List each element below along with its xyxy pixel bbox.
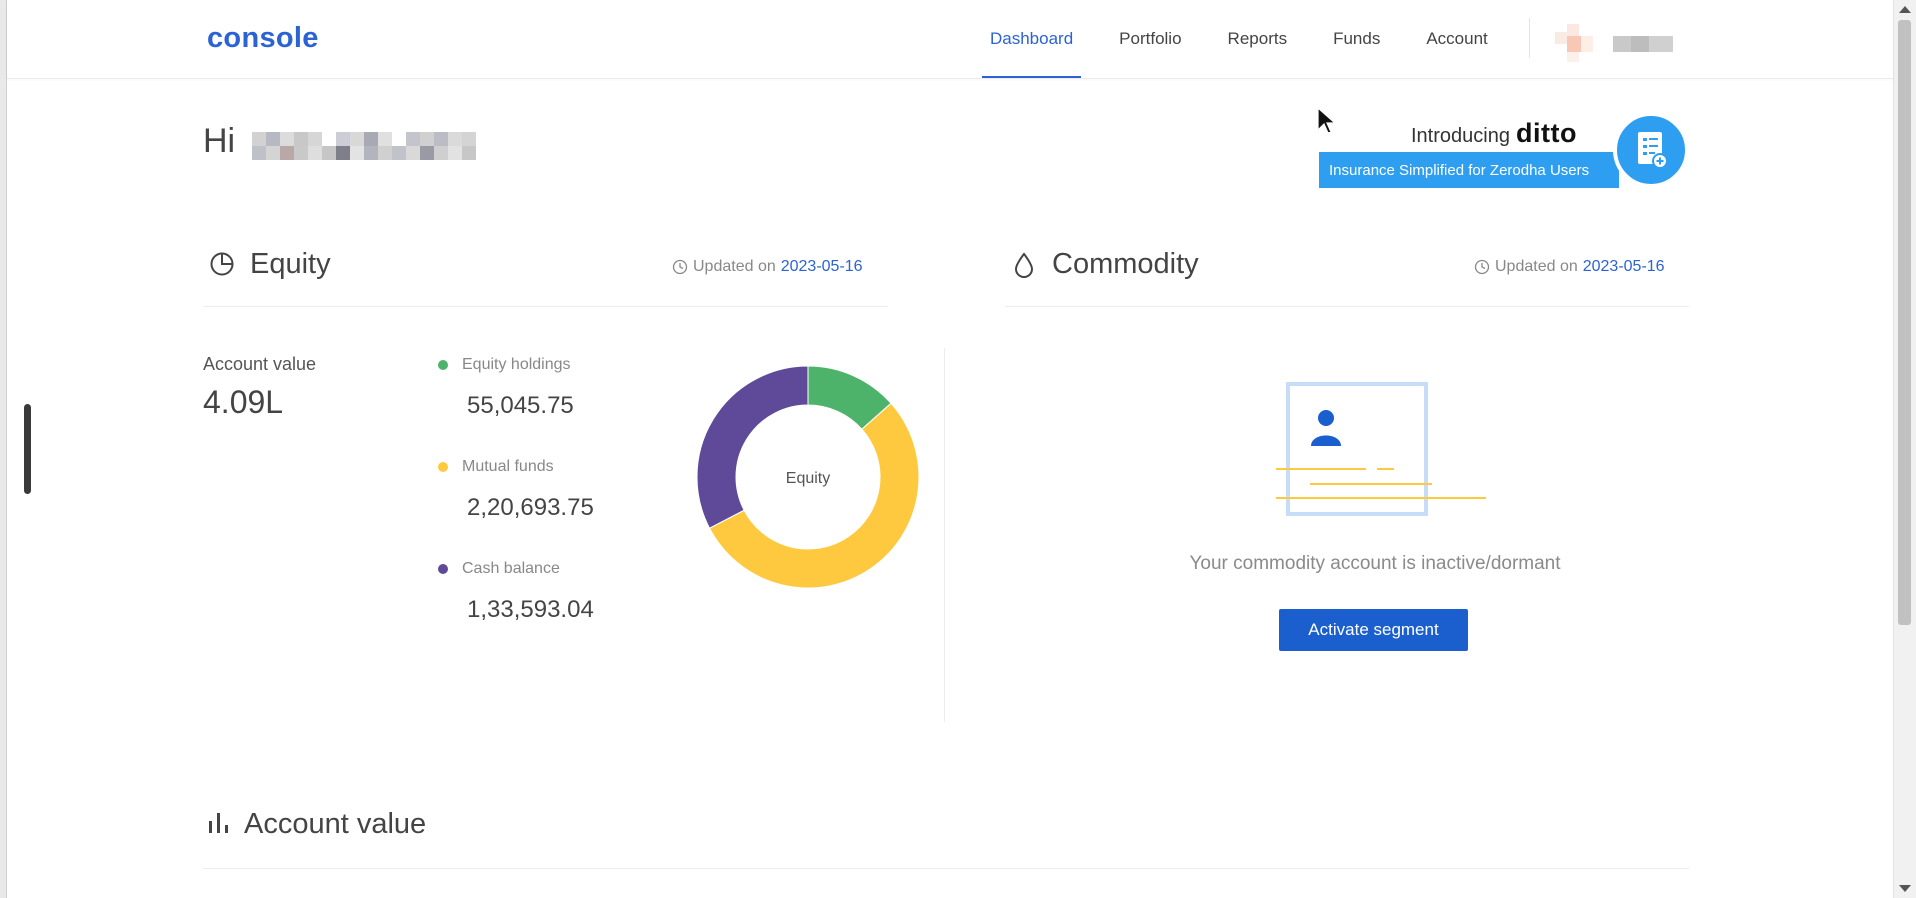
scroll-up-arrow-icon[interactable] [1899, 6, 1911, 13]
nav-portfolio[interactable]: Portfolio [1119, 29, 1182, 48]
legend-equity-holdings: Equity holdings 55,045.75 [438, 356, 574, 420]
equity-updated-date[interactable]: 2023-05-16 [780, 258, 863, 275]
legend-label: Mutual funds [462, 458, 554, 475]
commodity-updated: Updated on 2023-05-16 [1474, 258, 1665, 276]
legend-mutual-funds: Mutual funds 2,20,693.75 [438, 458, 594, 522]
user-name-redacted[interactable] [1613, 36, 1673, 52]
banner-intro-text: Introducing [1411, 125, 1510, 147]
activate-segment-button[interactable]: Activate segment [1279, 609, 1468, 651]
nav-reports[interactable]: Reports [1227, 29, 1288, 48]
donut-slice-cash-balance[interactable] [697, 366, 809, 529]
donut-center-label: Equity [786, 470, 830, 487]
inactive-account-illustration [1276, 382, 1486, 516]
pie-chart-icon [210, 252, 234, 276]
banner-tagline: Insurance Simplified for Zerodha Users [1319, 152, 1619, 188]
donut-slice-mutual-funds[interactable] [708, 402, 919, 588]
nav-dashboard[interactable]: Dashboard [982, 0, 1082, 78]
user-avatar[interactable] [1555, 24, 1599, 64]
ditto-banner[interactable]: Introducing ditto Insurance Simplified fo… [1319, 112, 1689, 190]
account-value-section-title: Account value [244, 808, 427, 840]
yellow-dot-icon [438, 462, 448, 472]
scrollbar-thumb[interactable] [1898, 20, 1911, 625]
commodity-status-message: Your commodity account is inactive/dorma… [1189, 553, 1561, 574]
window-left-edge [0, 0, 7, 898]
legend-label: Cash balance [462, 560, 560, 577]
legend-value: 55,045.75 [467, 392, 574, 419]
main-nav: Dashboard Portfolio Reports Funds Accoun… [982, 0, 1526, 78]
bar-chart-icon [209, 813, 228, 833]
equity-updated-label: Updated on [693, 258, 776, 275]
clock-icon [672, 259, 688, 275]
equity-divider [203, 306, 888, 307]
account-value-label: Account value [203, 354, 317, 374]
greeting-text: Hi [203, 122, 236, 160]
equity-donut-chart[interactable]: Equity [697, 366, 919, 588]
account-value: 4.09L [203, 384, 284, 420]
legend-label: Equity holdings [462, 356, 571, 373]
user-fullname-redacted [252, 132, 477, 162]
nav-funds[interactable]: Funds [1333, 29, 1381, 48]
drop-icon [1014, 252, 1034, 278]
scroll-down-arrow-icon[interactable] [1899, 885, 1911, 892]
nav-separator [1529, 18, 1530, 58]
legend-value: 2,20,693.75 [467, 494, 594, 521]
legend-value: 1,33,593.04 [467, 596, 594, 623]
commodity-updated-label: Updated on [1495, 258, 1578, 275]
nav-account[interactable]: Account [1426, 29, 1488, 48]
account-value-divider [203, 868, 1689, 869]
commodity-updated-date[interactable]: 2023-05-16 [1582, 258, 1665, 275]
purple-dot-icon [438, 564, 448, 574]
commodity-divider [1005, 306, 1689, 307]
equity-title: Equity [250, 248, 331, 280]
ditto-brand: ditto [1515, 118, 1577, 148]
equity-updated: Updated on 2023-05-16 [672, 258, 863, 276]
green-dot-icon [438, 360, 448, 370]
commodity-title: Commodity [1052, 248, 1199, 280]
vertical-scrollbar[interactable] [1893, 0, 1916, 898]
side-drag-handle[interactable] [24, 404, 31, 494]
console-logo[interactable]: console [207, 22, 319, 54]
insurance-doc-icon [1613, 112, 1689, 188]
mouse-cursor-icon [1317, 106, 1336, 134]
legend-cash-balance: Cash balance 1,33,593.04 [438, 560, 594, 624]
top-header: console Dashboard Portfolio Reports Fund… [7, 0, 1894, 79]
banner-intro: Introducing ditto [1411, 118, 1577, 149]
clock-icon [1474, 259, 1490, 275]
section-vertical-divider [944, 348, 945, 722]
